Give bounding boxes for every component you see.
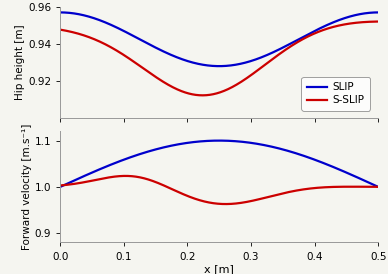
S-SLIP [277, 53, 281, 56]
SLIP [58, 11, 62, 14]
X-axis label: x [m]: x [m] [204, 264, 234, 274]
S-SLIP [376, 20, 381, 23]
SLIP [312, 30, 317, 33]
S-SLIP [187, 92, 191, 95]
Y-axis label: Forward velocity [m.s⁻¹]: Forward velocity [m.s⁻¹] [22, 124, 32, 250]
Line: S-SLIP: S-SLIP [60, 22, 378, 95]
S-SLIP [58, 28, 62, 31]
Legend: SLIP, S-SLIP: SLIP, S-SLIP [301, 77, 370, 111]
Y-axis label: Hip height [m]: Hip height [m] [15, 25, 25, 100]
S-SLIP [200, 94, 205, 97]
SLIP [306, 32, 311, 36]
Line: SLIP: SLIP [60, 12, 378, 66]
SLIP [217, 64, 222, 68]
SLIP [90, 16, 95, 19]
SLIP [277, 48, 281, 51]
S-SLIP [90, 37, 95, 40]
SLIP [376, 11, 381, 14]
S-SLIP [306, 35, 311, 38]
SLIP [198, 63, 203, 66]
SLIP [187, 60, 191, 63]
S-SLIP [198, 94, 203, 97]
S-SLIP [312, 32, 317, 35]
